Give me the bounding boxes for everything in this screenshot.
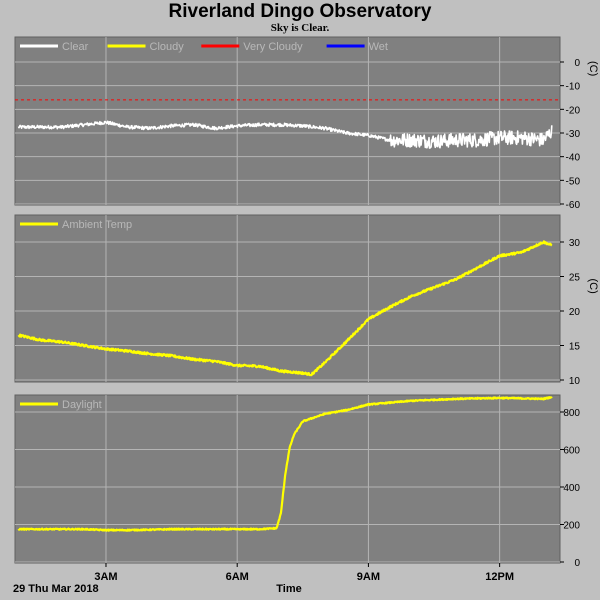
y-tick-label: 600	[563, 446, 580, 457]
legend-label: Very Cloudy	[243, 41, 303, 53]
x-tick-label: 12PM	[485, 571, 514, 583]
y-tick-label: 15	[569, 342, 581, 353]
x-axis-label: Time	[276, 583, 302, 595]
y-tick-label: -30	[566, 129, 581, 140]
y-tick-label: 0	[574, 558, 580, 569]
y-tick-label: 400	[563, 483, 580, 494]
chart-title: Riverland Dingo Observatory	[168, 1, 432, 22]
y-axis-label: (C)	[587, 279, 599, 294]
y-tick-label: -10	[566, 82, 581, 93]
x-tick-label: 9AM	[357, 571, 380, 583]
y-tick-label: -20	[566, 105, 581, 116]
y-tick-label: -60	[566, 200, 581, 211]
panel-1	[14, 214, 561, 383]
y-tick-label: 20	[569, 307, 581, 318]
y-tick-label: -50	[566, 176, 581, 187]
date-label: 29 Thu Mar 2018	[13, 583, 99, 595]
y-tick-label: 0	[574, 58, 580, 69]
y-tick-label: 30	[569, 238, 581, 249]
y-tick-label: -40	[566, 153, 581, 164]
y-axis-label: (C)	[587, 61, 599, 76]
y-tick-label: 10	[569, 376, 581, 387]
x-tick-label: 3AM	[94, 571, 117, 583]
legend-label: Ambient Temp	[62, 219, 132, 231]
series-line	[17, 395, 553, 532]
y-tick-label: 800	[563, 408, 580, 419]
y-tick-label: 200	[563, 521, 580, 532]
x-tick-label: 6AM	[226, 571, 249, 583]
series-line	[17, 120, 553, 149]
legend-label: Cloudy	[150, 41, 185, 53]
y-tick-label: 25	[569, 273, 581, 284]
legend-label: Wet	[369, 41, 388, 53]
panel-2	[14, 394, 561, 564]
legend-label: Clear	[62, 41, 89, 53]
sky-status-subtitle: Sky is Clear.	[270, 22, 330, 34]
series-line	[17, 240, 553, 377]
legend-label: Daylight	[62, 399, 102, 411]
